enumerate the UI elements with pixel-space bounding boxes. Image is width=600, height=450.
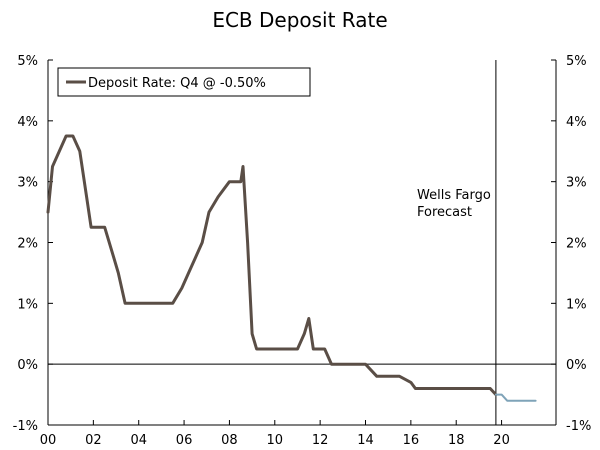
- legend-box: [57, 67, 311, 97]
- forecast-line: [494, 393, 537, 402]
- y-tick-label-right: -1%: [566, 419, 591, 434]
- annotation-line1: Wells Fargo: [417, 188, 491, 203]
- y-tick-label-left: 3%: [17, 176, 38, 191]
- legend: Deposit Rate: Q4 @ -0.50%: [57, 67, 311, 97]
- x-tick-label: 18: [448, 433, 465, 448]
- x-tick-label: 06: [176, 433, 193, 448]
- tick-labels: 5% 5%4% 4%3% 3%2% 2%1% 1%0% 0%-1% -1%00 02 04 06 08…: [13, 54, 592, 448]
- y-tick-label-left: -1%: [13, 419, 38, 434]
- x-tick-label: 14: [357, 433, 374, 448]
- chart-title: ECB Deposit Rate: [212, 8, 388, 32]
- x-tick-label: 16: [403, 433, 420, 448]
- x-tick-label: 00: [40, 433, 57, 448]
- y-tick-label-right: 1%: [566, 297, 587, 312]
- y-tick-label-right: 4%: [566, 115, 587, 130]
- y-tick-label-right: 0%: [566, 358, 587, 373]
- annotation-line2: Forecast: [417, 205, 472, 220]
- series-layer: [46, 134, 537, 402]
- chart-axes: [47, 59, 557, 426]
- y-tick-label-right: 5%: [566, 54, 587, 69]
- y-tick-label-right: 2%: [566, 237, 587, 252]
- x-tick-label: 20: [493, 433, 510, 448]
- forecast-annotation: Wells Fargo Forecast: [417, 188, 491, 220]
- x-tick-label: 10: [267, 433, 284, 448]
- y-tick-label-left: 1%: [17, 297, 38, 312]
- x-tick-label: 08: [221, 433, 238, 448]
- y-tick-label-left: 4%: [17, 115, 38, 130]
- y-tick-label-left: 2%: [17, 237, 38, 252]
- legend-label: Deposit Rate: Q4 @ -0.50%: [88, 76, 266, 91]
- x-tick-label: 04: [130, 433, 147, 448]
- y-tick-label-left: 0%: [17, 358, 38, 373]
- deposit-rate-line: [46, 134, 498, 397]
- y-tick-label-left: 5%: [17, 54, 38, 69]
- x-tick-label: 12: [312, 433, 329, 448]
- x-tick-label: 02: [85, 433, 102, 448]
- y-tick-label-right: 3%: [566, 176, 587, 191]
